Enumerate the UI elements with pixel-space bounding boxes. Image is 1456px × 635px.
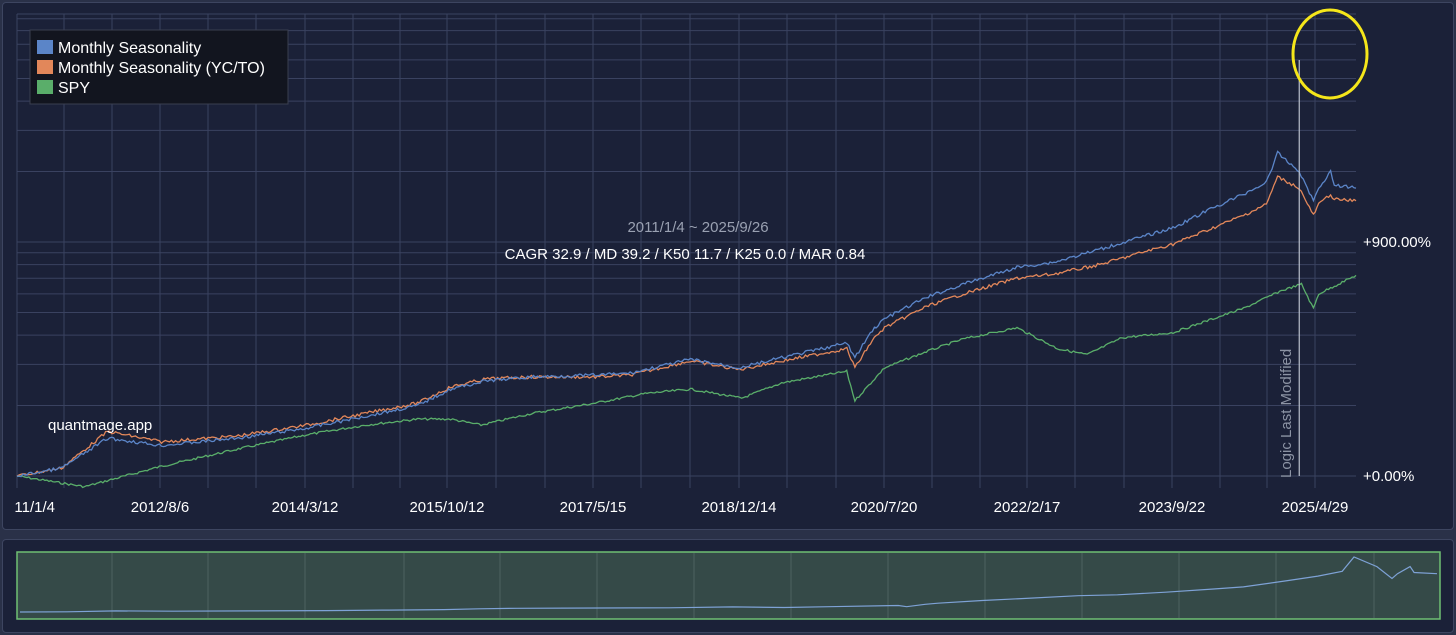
x-tick-label: 11/1/4 [14, 499, 55, 516]
x-tick-label: 2015/10/12 [409, 499, 484, 516]
legend-swatch-spy [37, 80, 53, 94]
x-tick-label: 2014/3/12 [272, 499, 339, 516]
x-tick-label: 2018/12/14 [701, 499, 776, 516]
x-axis-ticks: 11/1/4 2012/8/6 2014/3/12 2015/10/12 2017/5/… [14, 499, 1348, 516]
navigator[interactable] [16, 551, 1441, 620]
highlight-circle [1291, 8, 1369, 100]
navigator-series-line [19, 556, 1438, 613]
legend-label-spy[interactable]: SPY [58, 80, 90, 97]
y-tick-label: +0.00% [1363, 468, 1414, 485]
x-tick-label: 2023/9/22 [1139, 499, 1206, 516]
y-axis-ticks: +900.00% +0.00% [1363, 234, 1431, 485]
series-layer [16, 150, 1357, 489]
navigator-selection[interactable] [16, 551, 1441, 620]
x-tick-label: 2025/4/29 [1282, 499, 1349, 516]
grid-lines [16, 13, 1356, 488]
legend[interactable]: Monthly Seasonality Monthly Seasonality (… [29, 29, 289, 105]
legend-label-monthly-seasonality[interactable]: Monthly Seasonality [58, 40, 201, 57]
y-tick-label: +900.00% [1363, 234, 1431, 251]
legend-swatch-monthly-seasonality-yc-to [37, 60, 53, 74]
logic-marker: Logic Last Modified [1278, 60, 1300, 478]
series-line-monthly-seasonality [16, 150, 1357, 478]
x-tick-label: 2022/2/17 [994, 499, 1061, 516]
series-line-monthly-seasonality-yc-to [16, 175, 1357, 477]
x-tick-label: 2017/5/15 [560, 499, 627, 516]
legend-swatch-monthly-seasonality [37, 40, 53, 54]
legend-label-monthly-seasonality-yc-to[interactable]: Monthly Seasonality (YC/TO) [58, 60, 265, 77]
watermark: quantmage.app [48, 417, 152, 434]
logic-last-modified-label: Logic Last Modified [1278, 349, 1295, 478]
date-range-label: 2011/1/4 ~ 2025/9/26 [627, 219, 768, 236]
stats-label: CAGR 32.9 / MD 39.2 / K50 11.7 / K25 0.0… [505, 246, 866, 263]
x-tick-label: 2012/8/6 [131, 499, 189, 516]
legend-box [29, 29, 289, 105]
x-tick-label: 2020/7/20 [851, 499, 918, 516]
series-line-spy [16, 274, 1357, 489]
